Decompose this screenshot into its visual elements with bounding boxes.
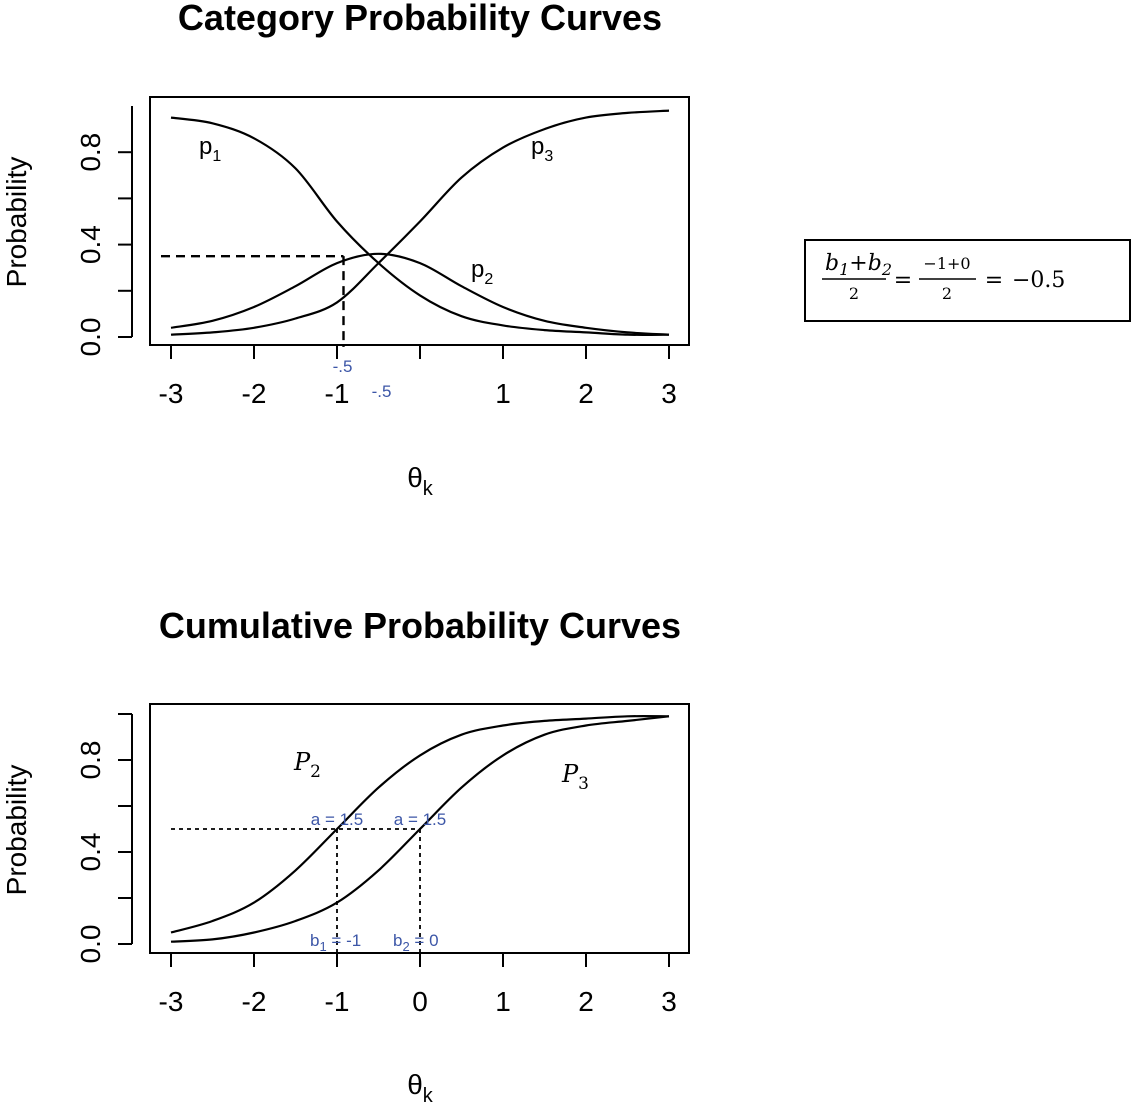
chart2-threshold-b1-value: = -1 — [327, 931, 362, 950]
chart2-y-tick-label: 0.0 — [75, 925, 106, 964]
chart2-y-axis-label: Probability — [1, 765, 32, 896]
chart2-x-axis-label: θk — [407, 1069, 434, 1104]
formula-box: b1+b2 2 = −1+0 2 = −0.5 — [804, 239, 1131, 322]
chart2-annotations: a = 1.5 a = 1.5b1 = -1 b2 = 0 — [310, 810, 446, 954]
chart1-y-tick-label: 0.8 — [75, 133, 106, 172]
chart1-x-tick-label: -.5 — [372, 382, 392, 401]
formula-equals-2: = — [985, 268, 1003, 293]
chart1-x-tick-label: 1 — [495, 378, 511, 409]
chart1-x-tick-label: -1 — [325, 378, 350, 409]
formula-denominator-1: 2 — [849, 284, 859, 303]
chart2-label-p2-base: P — [293, 748, 311, 776]
chart2-threshold-b2-sub: 2 — [402, 939, 409, 954]
formula-numerator-2: −1+0 — [923, 254, 970, 273]
chart2-x-tick-label: 2 — [578, 986, 594, 1017]
chart1-curve-p3 — [170, 109, 670, 336]
chart2-threshold-label-b1: b1 = -1 — [310, 931, 361, 954]
chart1-x-tick-label: -2 — [242, 378, 267, 409]
chart1-curve-p1 — [170, 116, 670, 336]
chart2-threshold-label-b2: b2 = 0 — [393, 931, 439, 954]
chart1-x-tick-label: 2 — [578, 378, 594, 409]
chart2-threshold-b1-sub: 1 — [319, 939, 326, 954]
chart2-label-p3-base: P — [561, 760, 579, 788]
chart1-x-axis-symbol: θ — [407, 462, 423, 493]
chart2-slope-label: a = 1.5 — [311, 810, 363, 829]
chart1-marker-label: -.5 — [333, 357, 353, 376]
chart1-y-tick-label: 0.0 — [75, 318, 106, 357]
formula-numerator-1: b1+b2 — [825, 251, 892, 279]
chart2-label-p2-sub: 2 — [310, 762, 321, 782]
chart2-x-tick-label: -3 — [159, 986, 184, 1017]
chart2-threshold-b1-base: b — [310, 931, 319, 950]
chart2-x-tick-label: 3 — [661, 986, 677, 1017]
chart2-label-p2: P2 — [293, 748, 321, 782]
chart2-curve-p2 — [170, 715, 670, 934]
chart1-label-p2-base: p — [471, 256, 484, 283]
chart1-label-p2-sub: 2 — [484, 271, 493, 288]
chart2-axes: -3 -2 -1 0 1 2 3 0.0 0.4 0.8 — [75, 713, 677, 1017]
chart2-guide-lines — [171, 828, 421, 952]
chart1-x-axis-subscript: k — [423, 478, 434, 500]
chart1-label-p1-base: p — [199, 133, 212, 160]
formula-b1: b — [825, 251, 839, 276]
chart2-label-p3: P3 — [561, 760, 589, 794]
formula-b2-sub: 2 — [881, 260, 892, 279]
category-probability-chart: Category Probability Curves -3 -2 -1 -.5 1 2 3… — [1, 0, 690, 500]
chart1-y-axis-label: Probability — [1, 157, 32, 288]
formula-equals-1: = — [894, 268, 912, 293]
chart2-y-tick-label: 0.4 — [75, 833, 106, 872]
chart2-x-tick-label: 0 — [412, 986, 428, 1017]
cumulative-probability-chart: Cumulative Probability Curves -3 -2 -1 0 1 2 3… — [1, 605, 690, 1104]
chart1-label-p3: p3 — [531, 133, 553, 165]
chart2-curve-labels: P2 P3 — [293, 748, 589, 794]
chart2-threshold-b2-base: b — [393, 931, 402, 950]
formula-result: −0.5 — [1012, 268, 1065, 293]
chart2-x-tick-label: -1 — [325, 986, 350, 1017]
chart2-title: Cumulative Probability Curves — [159, 605, 681, 646]
chart2-curves — [170, 715, 670, 943]
chart1-curves — [170, 109, 670, 336]
chart2-x-axis-symbol: θ — [407, 1069, 423, 1100]
chart1-y-tick-label: 0.4 — [75, 225, 106, 264]
chart1-label-p1-sub: 1 — [212, 148, 221, 165]
chart1-x-axis-label: θk — [407, 462, 434, 500]
formula-b2: b — [868, 251, 882, 276]
chart2-curve-p3 — [170, 715, 670, 943]
chart2-y-tick-label: 0.8 — [75, 741, 106, 780]
formula-denominator-2: 2 — [942, 284, 952, 303]
formula-frame — [804, 239, 1131, 322]
chart1-label-p3-sub: 3 — [544, 148, 553, 165]
chart2-x-tick-label: 1 — [495, 986, 511, 1017]
chart2-x-axis-subscript: k — [423, 1085, 434, 1104]
chart1-x-tick-label: -3 — [159, 378, 184, 409]
formula-b1-sub: 1 — [839, 260, 849, 279]
chart2-label-p3-sub: 3 — [578, 774, 589, 794]
chart2-x-tick-label: -2 — [242, 986, 267, 1017]
chart1-title: Category Probability Curves — [178, 0, 662, 38]
chart1-label-p1: p1 — [199, 133, 221, 165]
chart1-axes: -3 -2 -1 -.5 1 2 3 0.0 0.4 0.8 — [75, 106, 677, 409]
chart1-guide-lines — [161, 254, 345, 347]
chart1-label-p2: p2 — [471, 256, 493, 288]
chart1-label-p3-base: p — [531, 133, 544, 160]
chart1-x-tick-label: 3 — [661, 378, 677, 409]
chart1-curve-p2 — [170, 252, 670, 336]
chart2-threshold-b2-value: = 0 — [410, 931, 439, 950]
formula-plus: + — [849, 251, 867, 276]
chart2-slope-label: a = 1.5 — [394, 810, 446, 829]
